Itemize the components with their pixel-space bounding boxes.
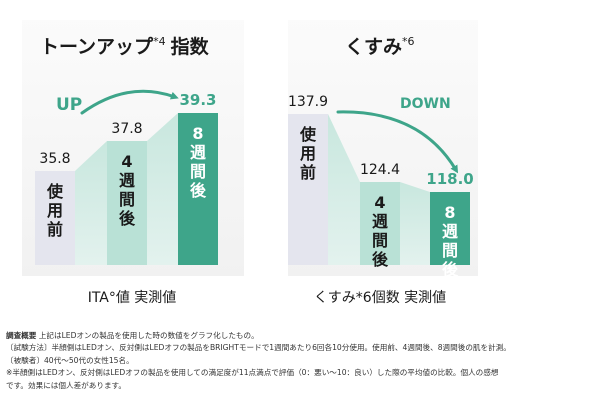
dullness-category-label-3: 8 週間後 [442, 203, 459, 279]
tone-up-title: トーンアップ*4 指数 [40, 35, 210, 58]
notes-line-2: 〔試験方法〕半顔側はLEDオン、反対側はLEDオフの製品をBRIGHTモードで1… [6, 343, 511, 353]
dullness-trend-label: DOWN [400, 96, 451, 112]
notes-line-3: 〔被験者〕40代～50代の女性15名。 [6, 355, 134, 365]
notes-line-1: 調査概要 上記はLEDオンの製品を使用した時の数値をグラフ化したもの。 [6, 330, 596, 342]
dullness-value-label-2: 124.4 [360, 162, 400, 178]
dullness-connector-2 [400, 182, 430, 265]
tone-up-chart: トーンアップ*4 指数 35.8 使用前 37.8 4 週間後 39.3 8 週間後 UP ITA… [22, 20, 244, 306]
dullness-category-label-2: 4 週間後 [372, 193, 389, 269]
dullness-connector-1 [328, 114, 360, 265]
tone-up-value-label-1: 35.8 [39, 151, 70, 167]
dullness-bar-2 [360, 182, 400, 265]
tone-up-bar-2 [107, 141, 147, 265]
tone-up-caption: ITA°値 実測値 [88, 290, 177, 306]
dullness-caption: くすみ*6個数 実測値 [314, 290, 446, 306]
tone-up-connector-1 [75, 141, 107, 265]
tone-up-value-label-2: 37.8 [111, 121, 142, 137]
survey-notes: 調査概要 上記はLEDオンの製品を使用した時の数値をグラフ化したもの。 〔試験方… [6, 330, 596, 392]
dullness-title: くすみ*6 [345, 35, 415, 58]
tone-up-category-label-1: 使用前 [46, 182, 64, 239]
dullness-category-label-1: 使用前 [299, 125, 317, 182]
tone-up-connector-2 [147, 113, 178, 265]
tone-up-category-label-3: 8 週間後 [190, 124, 207, 200]
charts-canvas: トーンアップ*4 指数 35.8 使用前 37.8 4 週間後 39.3 8 週間後 UP ITA… [22, 20, 478, 306]
notes-line-5: です。効果には個人差があります。 [6, 380, 126, 390]
tone-up-trend-arrow [80, 89, 179, 115]
dullness-value-label-3: 118.0 [426, 170, 473, 188]
dullness-bar-1 [288, 114, 328, 265]
notes-text-1: 上記はLEDオンの製品を使用した時の数値をグラフ化したもの。 [38, 331, 259, 340]
notes-line-4: ※半顔側はLEDオン、反対側はLEDオフの製品を使用しての満足度が11点満点で評… [6, 368, 499, 378]
notes-heading: 調査概要 [6, 331, 37, 340]
tone-up-bar-1 [35, 171, 75, 265]
tone-up-value-label-3: 39.3 [179, 91, 216, 109]
dullness-bar-3 [430, 192, 470, 265]
tone-up-category-label-2: 4 週間後 [119, 152, 136, 228]
tone-up-trend-label: UP [56, 95, 82, 115]
tone-up-bar-3 [178, 113, 218, 265]
dullness-chart: くすみ*6 137.9 使用前 124.4 4 週間後 118.0 8 週間後 DOWN くすみ… [288, 20, 478, 306]
dullness-trend-arrow [336, 110, 459, 174]
dullness-value-label-1: 137.9 [288, 94, 328, 110]
